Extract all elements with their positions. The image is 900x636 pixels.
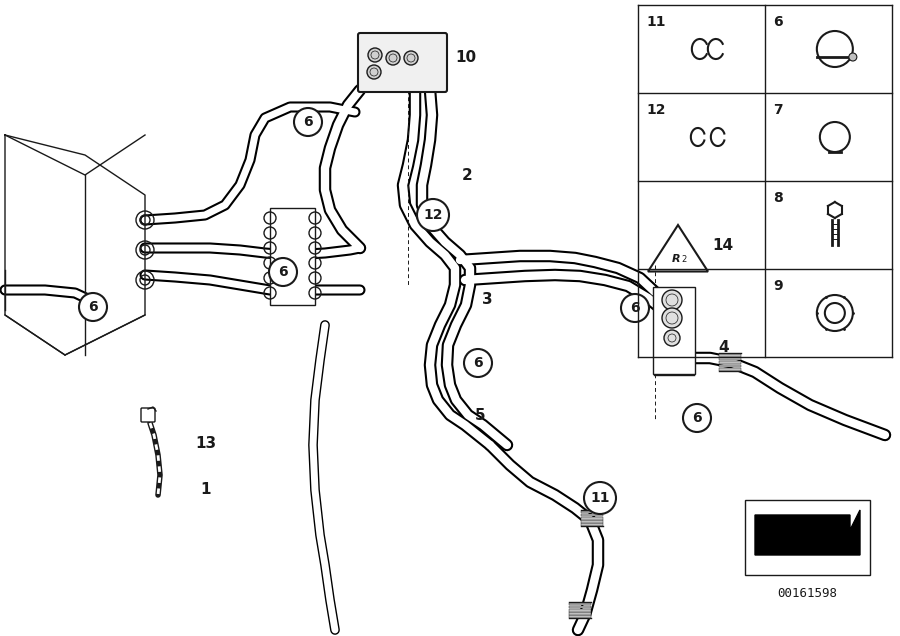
Polygon shape: [755, 510, 860, 555]
FancyBboxPatch shape: [653, 287, 695, 374]
FancyBboxPatch shape: [358, 33, 447, 92]
Text: 7: 7: [773, 103, 783, 117]
Circle shape: [417, 199, 449, 231]
Circle shape: [662, 308, 682, 328]
Bar: [719, 354, 741, 357]
Text: 13: 13: [195, 436, 216, 450]
Text: 8: 8: [773, 191, 783, 205]
Text: 6: 6: [473, 356, 482, 370]
Bar: [581, 517, 603, 520]
Text: 11: 11: [646, 15, 665, 29]
Text: 6: 6: [692, 411, 702, 425]
Bar: [569, 616, 591, 618]
Circle shape: [662, 290, 682, 310]
Text: 4: 4: [718, 340, 729, 356]
Circle shape: [367, 65, 381, 79]
Circle shape: [294, 108, 322, 136]
Circle shape: [404, 51, 418, 65]
Text: 14: 14: [712, 237, 733, 252]
Circle shape: [269, 258, 297, 286]
Bar: [569, 606, 591, 609]
Circle shape: [368, 48, 382, 62]
Bar: [270, 208, 315, 305]
Text: 6: 6: [303, 115, 313, 129]
Text: 2: 2: [462, 167, 472, 183]
Text: 5: 5: [475, 408, 486, 422]
Bar: [719, 364, 741, 368]
Text: 6: 6: [773, 15, 783, 29]
Bar: [581, 511, 603, 513]
Bar: [719, 357, 741, 360]
Circle shape: [683, 404, 711, 432]
Circle shape: [386, 51, 400, 65]
Bar: [569, 609, 591, 612]
Circle shape: [79, 293, 107, 321]
Circle shape: [621, 294, 649, 322]
Text: 9: 9: [773, 279, 783, 293]
Bar: [719, 361, 741, 364]
Bar: [569, 612, 591, 615]
Circle shape: [664, 330, 680, 346]
Bar: [719, 368, 741, 371]
Text: 6: 6: [88, 300, 98, 314]
Circle shape: [584, 482, 616, 514]
FancyBboxPatch shape: [141, 408, 155, 422]
Text: R: R: [671, 254, 680, 264]
Text: 6: 6: [278, 265, 288, 279]
Bar: [569, 603, 591, 605]
Text: 11: 11: [590, 491, 610, 505]
Circle shape: [849, 53, 857, 61]
Text: 00161598: 00161598: [778, 587, 838, 600]
Bar: [581, 520, 603, 523]
Bar: [745, 500, 870, 575]
Text: 10: 10: [455, 50, 476, 66]
Text: 12: 12: [646, 103, 665, 117]
Text: 1: 1: [200, 483, 211, 497]
Bar: [581, 523, 603, 526]
Bar: [581, 514, 603, 516]
Text: 12: 12: [423, 208, 443, 222]
Text: 3: 3: [482, 293, 492, 307]
Circle shape: [464, 349, 492, 377]
Text: 6: 6: [630, 301, 640, 315]
Text: 2: 2: [681, 254, 687, 263]
